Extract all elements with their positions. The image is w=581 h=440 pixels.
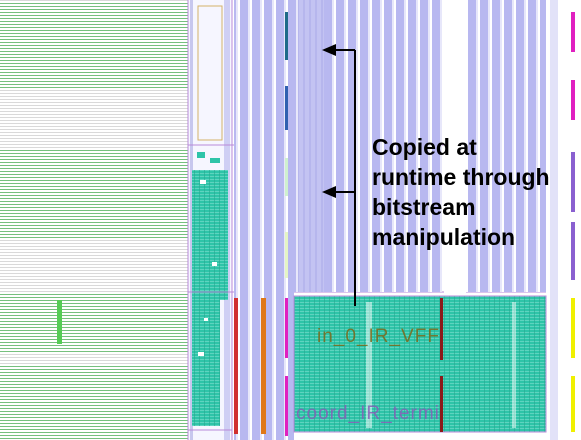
routing-region-left (0, 0, 188, 440)
tile-label: coord_IR_termi (296, 403, 440, 424)
logic-cell-cluster (192, 152, 228, 426)
annotation-text: Copied at runtime through bitstream mani… (372, 132, 581, 252)
column-markers (57, 12, 575, 436)
annotation-line: bitstream (372, 194, 476, 220)
arrow-left-icon (322, 44, 336, 56)
annotation-line: manipulation (372, 224, 516, 250)
annotation-arrows (322, 44, 356, 306)
instance-label: in_0_IR_VFF (317, 326, 440, 347)
partition-block (293, 295, 547, 433)
annotation-line: Copied at (372, 134, 477, 160)
arrow-left-icon (322, 186, 336, 198)
annotation-line: runtime through (372, 164, 550, 190)
